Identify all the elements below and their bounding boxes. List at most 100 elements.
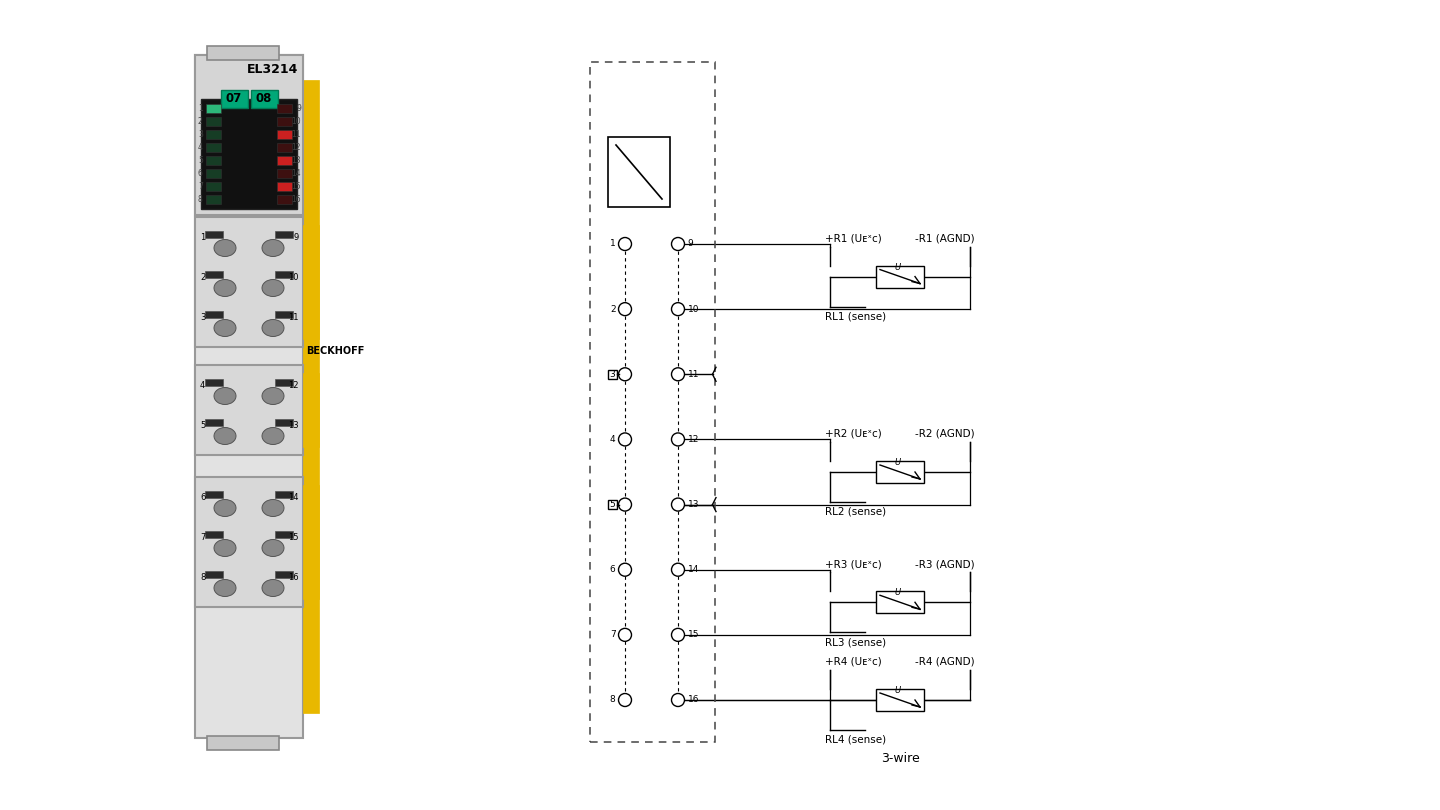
Bar [276, 156, 292, 165]
Bar [194, 55, 302, 215]
Bar [202, 99, 297, 209]
Text: 7: 7 [200, 533, 206, 542]
Text: 10: 10 [687, 305, 698, 313]
Ellipse shape [262, 428, 284, 445]
Bar [194, 365, 302, 455]
Text: 1: 1 [609, 240, 615, 249]
Circle shape [671, 629, 684, 642]
Bar [275, 311, 292, 318]
Text: -R2 (AGND): -R2 (AGND) [916, 429, 975, 439]
Bar [206, 182, 220, 191]
Text: 2: 2 [611, 305, 615, 313]
Text: 8: 8 [609, 696, 615, 705]
Text: 8: 8 [200, 573, 206, 582]
Bar [876, 461, 924, 483]
Bar [204, 231, 223, 238]
Text: 11: 11 [687, 370, 698, 379]
Ellipse shape [215, 319, 236, 336]
Bar [302, 373, 320, 447]
Text: +R4 (Uᴇˣᴄ): +R4 (Uᴇˣᴄ) [825, 657, 881, 667]
Circle shape [619, 237, 632, 250]
Text: 12: 12 [687, 435, 698, 444]
Text: 14: 14 [291, 169, 301, 178]
Bar [276, 117, 292, 126]
Text: 7: 7 [199, 182, 203, 191]
Circle shape [671, 433, 684, 446]
Bar [194, 55, 302, 738]
Text: 1: 1 [200, 233, 206, 242]
Text: 10: 10 [291, 117, 301, 126]
Text: 16: 16 [687, 696, 698, 705]
Circle shape [671, 498, 684, 511]
Text: U: U [894, 686, 901, 695]
Bar [275, 379, 292, 386]
Bar [204, 491, 223, 498]
Bar [276, 182, 292, 191]
Bar [275, 419, 292, 426]
Circle shape [619, 563, 632, 576]
Bar [302, 225, 320, 339]
Ellipse shape [215, 240, 236, 257]
Text: 13: 13 [291, 156, 301, 165]
Text: 13: 13 [687, 500, 698, 509]
Bar [206, 169, 220, 178]
Text: 15: 15 [288, 533, 300, 542]
Circle shape [619, 433, 632, 446]
Bar [275, 271, 292, 278]
Ellipse shape [262, 579, 284, 596]
Ellipse shape [262, 279, 284, 296]
Text: 11: 11 [291, 130, 301, 139]
Text: 8: 8 [199, 195, 203, 204]
Text: 2: 2 [199, 117, 203, 126]
Circle shape [671, 237, 684, 250]
Circle shape [619, 498, 632, 511]
Bar [608, 500, 616, 509]
Text: 2: 2 [200, 273, 206, 282]
Bar [275, 231, 292, 238]
Text: U: U [894, 588, 901, 597]
Bar [206, 195, 220, 204]
Text: 11: 11 [288, 313, 300, 322]
Bar [204, 531, 223, 538]
Text: 4: 4 [199, 143, 203, 152]
Text: RL2 (sense): RL2 (sense) [825, 507, 886, 517]
Text: RL3 (sense): RL3 (sense) [825, 637, 886, 647]
Bar [206, 143, 220, 152]
Text: 12: 12 [291, 143, 301, 152]
Text: 12: 12 [288, 381, 300, 390]
Text: RL4 (sense): RL4 (sense) [825, 735, 886, 745]
Text: +R2 (Uᴇˣᴄ): +R2 (Uᴇˣᴄ) [825, 429, 881, 439]
Bar [276, 104, 292, 113]
Text: 16: 16 [288, 573, 300, 582]
Circle shape [671, 563, 684, 576]
Bar [207, 46, 279, 60]
Bar [204, 419, 223, 426]
Text: U: U [894, 262, 901, 271]
Bar [275, 571, 292, 578]
Bar [204, 311, 223, 318]
Text: 5: 5 [199, 156, 203, 165]
Ellipse shape [262, 387, 284, 404]
Bar [302, 485, 320, 599]
Bar [194, 477, 302, 607]
Text: 13: 13 [288, 421, 300, 430]
Bar [251, 90, 278, 108]
Bar [220, 90, 248, 108]
Ellipse shape [262, 240, 284, 257]
Text: 9: 9 [297, 104, 301, 113]
Bar [876, 689, 924, 711]
Ellipse shape [262, 539, 284, 556]
Bar [194, 217, 302, 347]
Bar [206, 104, 220, 113]
Circle shape [671, 303, 684, 316]
Text: 7: 7 [609, 630, 615, 639]
Text: EL3214: EL3214 [246, 63, 298, 76]
Bar [275, 491, 292, 498]
Bar [276, 143, 292, 152]
Text: -R4 (AGND): -R4 (AGND) [916, 657, 975, 667]
Ellipse shape [215, 279, 236, 296]
Ellipse shape [215, 500, 236, 517]
Text: -R3 (AGND): -R3 (AGND) [916, 559, 975, 569]
Text: 4: 4 [200, 381, 206, 390]
Text: 15: 15 [687, 630, 698, 639]
